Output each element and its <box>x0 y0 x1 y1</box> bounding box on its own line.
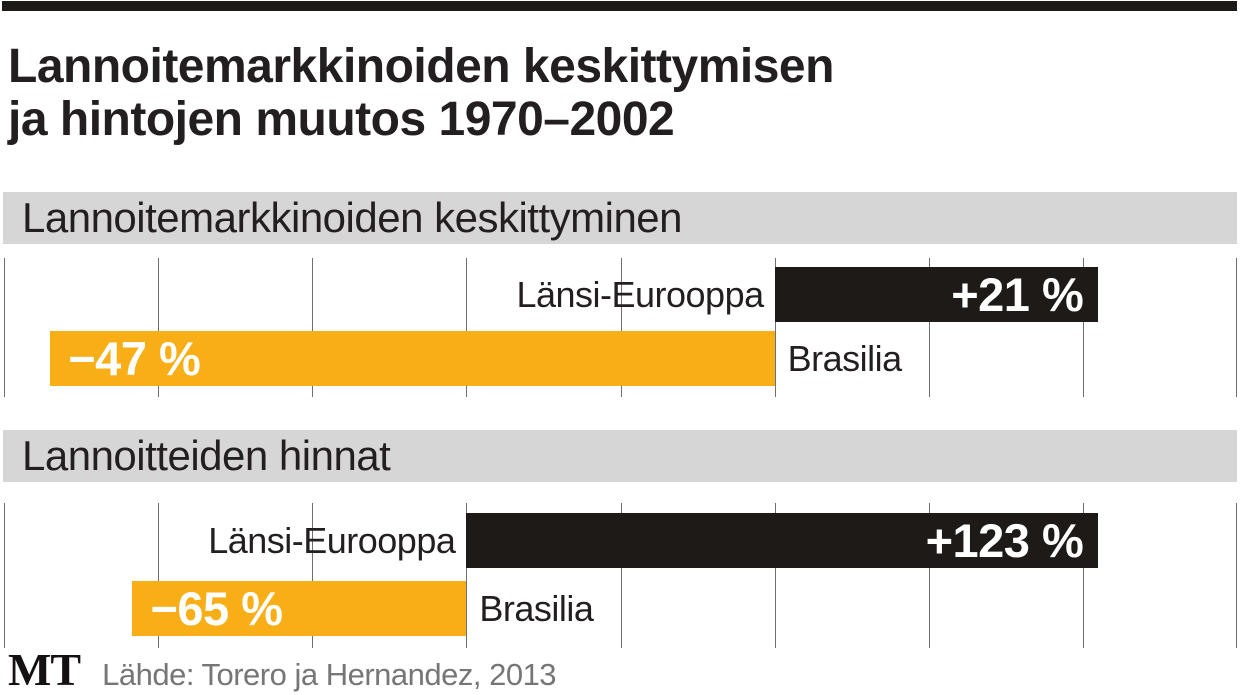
bar-prices-brasilia: −65 % <box>132 581 467 636</box>
section-header-concentration-label: Lannoitemarkkinoiden keskittyminen <box>22 194 683 241</box>
gridline <box>4 503 5 648</box>
gridline <box>774 258 776 397</box>
gridline <box>1236 503 1237 648</box>
category-label-brasilia: Brasilia <box>479 587 594 629</box>
bar-value-label: −47 % <box>68 332 201 385</box>
gridline <box>1236 258 1237 397</box>
bar-value-label: −65 % <box>150 582 283 635</box>
gridline <box>928 258 930 397</box>
gridline <box>928 503 930 648</box>
category-label-lansi-eurooppa: Länsi-Eurooppa <box>516 273 764 315</box>
bar-value-label: +21 % <box>951 268 1084 321</box>
gridline <box>4 258 5 397</box>
page-title-line2: ja hintojen muutos 1970–2002 <box>8 93 675 146</box>
source-credit: Lähde: Torero ja Hernandez, 2013 <box>102 657 557 692</box>
bar-value-label: +123 % <box>925 514 1084 567</box>
bar-concentration-lansi-eurooppa: +21 % <box>774 267 1099 322</box>
chart-prices-plot: +123 % Länsi-Eurooppa −65 % Brasilia <box>4 503 1237 648</box>
section-header-prices-label: Lannoitteiden hinnat <box>22 432 391 479</box>
gridline <box>466 258 468 397</box>
gridline <box>620 503 622 648</box>
gridline <box>620 258 622 397</box>
gridline <box>1082 258 1084 397</box>
gridline <box>158 503 160 648</box>
section-header-prices: Lannoitteiden hinnat <box>3 430 1237 482</box>
gridline <box>158 258 160 397</box>
mt-logo: MT <box>8 644 81 695</box>
bar-concentration-brasilia: −47 % <box>50 331 775 386</box>
gridline <box>312 258 314 397</box>
bar-prices-lansi-eurooppa: +123 % <box>466 513 1099 568</box>
gridline <box>1082 503 1084 648</box>
category-label-lansi-eurooppa: Länsi-Eurooppa <box>208 519 456 561</box>
section-header-concentration: Lannoitemarkkinoiden keskittyminen <box>3 192 1237 244</box>
gridline <box>774 503 776 648</box>
footer: MT Lähde: Torero ja Hernandez, 2013 <box>8 643 557 695</box>
page-title-line1: Lannoitemarkkinoiden keskittymisen <box>8 40 834 93</box>
top-rule <box>2 1 1237 11</box>
gridline <box>466 503 468 648</box>
category-label-brasilia: Brasilia <box>787 337 903 379</box>
gridline <box>312 503 314 648</box>
page-title: Lannoitemarkkinoiden keskittymisen ja hi… <box>8 40 834 146</box>
chart-concentration-plot: +21 % Länsi-Eurooppa −47 % Brasilia <box>4 258 1237 397</box>
